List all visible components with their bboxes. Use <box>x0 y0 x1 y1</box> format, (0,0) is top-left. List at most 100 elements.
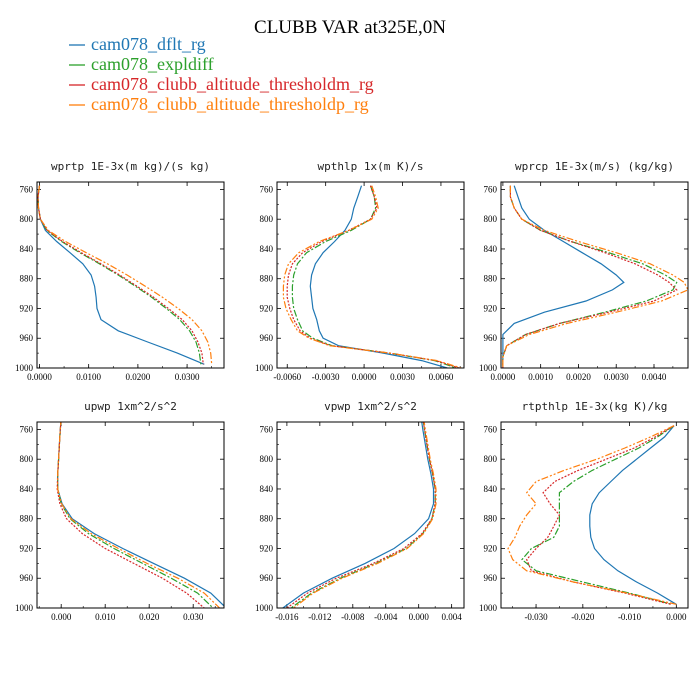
y-tick-label: 960 <box>260 573 274 583</box>
y-tick-label: 880 <box>260 514 274 524</box>
x-tick-label: -0.030 <box>524 612 548 622</box>
x-tick-label: 0.0000 <box>491 372 516 382</box>
x-tick-label: 0.0040 <box>642 372 667 382</box>
x-tick-label: 0.0000 <box>352 372 377 382</box>
y-tick-label: 960 <box>20 573 34 583</box>
series-line <box>57 422 214 608</box>
y-tick-label: 1000 <box>479 363 498 373</box>
series-line <box>309 185 448 368</box>
y-tick-label: 840 <box>260 244 274 254</box>
x-tick-label: 0.020 <box>139 612 160 622</box>
panel-title: wprcp 1E-3x(m/s) (kg/kg) <box>515 160 674 173</box>
series-line <box>521 425 675 605</box>
y-tick-label: 800 <box>260 454 274 464</box>
y-tick-label: 880 <box>20 274 34 284</box>
y-tick-label: 920 <box>484 543 498 553</box>
series-line <box>526 425 675 605</box>
series-line <box>293 422 437 608</box>
x-tick-label: 0.0030 <box>604 372 629 382</box>
y-tick-label: 800 <box>20 214 34 224</box>
series-line <box>57 422 224 607</box>
series-line <box>502 185 678 368</box>
plot-frame <box>276 181 465 369</box>
y-tick-label: 920 <box>484 303 498 313</box>
plot-frame <box>276 421 465 609</box>
x-tick-label: 0.004 <box>442 612 463 622</box>
legend: cam078_dflt_rgcam078_expldiffcam078_club… <box>69 34 374 114</box>
x-tick-label: 0.0020 <box>566 372 591 382</box>
legend-label: cam078_dflt_rg <box>91 34 206 54</box>
x-tick-label: -0.0060 <box>273 372 301 382</box>
legend-label: cam078_clubb_altitude_thresholdp_rg <box>91 94 369 114</box>
panel-title: rtpthlp 1E-3x(kg K)/kg <box>522 400 668 413</box>
y-tick-label: 920 <box>260 303 274 313</box>
y-tick-label: 1000 <box>15 603 34 613</box>
x-tick-label: 0.0300 <box>175 372 200 382</box>
x-tick-label: -0.020 <box>571 612 595 622</box>
y-tick-label: 800 <box>20 454 34 464</box>
y-tick-label: 840 <box>484 244 498 254</box>
y-tick-label: 920 <box>20 303 34 313</box>
x-tick-label: 0.000 <box>409 612 430 622</box>
y-tick-label: 880 <box>20 514 34 524</box>
y-tick-label: 760 <box>20 184 34 194</box>
chart-panel: wprcp 1E-3x(m/s) (kg/kg) 760 800 840 880 920 9… <box>479 160 689 382</box>
series-line <box>502 185 678 368</box>
y-tick-label: 1000 <box>255 603 274 613</box>
x-tick-label: -0.008 <box>341 612 365 622</box>
panel-title: vpwp 1xm^2/s^2 <box>324 400 417 413</box>
x-tick-label: -0.012 <box>308 612 331 622</box>
y-tick-label: 760 <box>20 424 34 434</box>
y-tick-label: 760 <box>484 184 498 194</box>
y-tick-label: 760 <box>260 424 274 434</box>
x-tick-label: 0.0200 <box>126 372 151 382</box>
y-tick-label: 880 <box>260 274 274 284</box>
x-tick-label: 0.0030 <box>390 372 415 382</box>
series-line <box>56 422 205 608</box>
y-tick-label: 840 <box>20 484 34 494</box>
series-line <box>286 422 436 608</box>
y-tick-label: 1000 <box>479 603 498 613</box>
y-tick-label: 960 <box>484 573 498 583</box>
y-tick-label: 760 <box>484 424 498 434</box>
panel-title: wprtp 1E-3x(m kg)/(s kg) <box>51 160 210 173</box>
panel-title: upwp 1xm^2/s^2 <box>84 400 177 413</box>
y-tick-label: 800 <box>484 454 498 464</box>
x-tick-label: 0.0010 <box>528 372 553 382</box>
figure-title: CLUBB VAR at325E,0N <box>254 17 446 38</box>
y-tick-label: 1000 <box>15 363 34 373</box>
chart-panel: upwp 1xm^2/s^2 760 800 840 880 920 960 1000 0.00… <box>15 400 225 622</box>
legend-label: cam078_clubb_altitude_thresholdm_rg <box>91 74 374 94</box>
x-tick-label: -0.0030 <box>312 372 340 382</box>
y-tick-label: 840 <box>20 244 34 254</box>
x-tick-label: -0.010 <box>618 612 642 622</box>
x-tick-label: -0.004 <box>374 612 398 622</box>
series-line <box>282 185 462 368</box>
chart-panel: rtpthlp 1E-3x(kg K)/kg 760 800 840 880 920 960… <box>479 400 689 622</box>
y-tick-label: 1000 <box>255 363 274 373</box>
y-tick-label: 960 <box>260 333 274 343</box>
y-tick-label: 800 <box>260 214 274 224</box>
x-tick-label: 0.0000 <box>27 372 52 382</box>
y-tick-label: 920 <box>20 543 34 553</box>
y-tick-label: 880 <box>484 274 498 284</box>
series-line <box>589 425 677 605</box>
y-tick-label: 760 <box>260 184 274 194</box>
y-tick-label: 960 <box>20 333 34 343</box>
series-line <box>290 422 436 608</box>
x-tick-label: 0.0100 <box>76 372 101 382</box>
series-line <box>502 185 625 368</box>
x-tick-label: 0.000 <box>51 612 72 622</box>
series-line <box>57 422 221 608</box>
chart-panel: wpthlp 1x(m K)/s7608008408809209601000-0… <box>255 160 465 382</box>
series-line <box>502 185 688 368</box>
y-tick-label: 840 <box>484 484 498 494</box>
series-line <box>37 185 202 365</box>
y-tick-label: 880 <box>484 514 498 524</box>
chart-panel: wprtp 1E-3x(m kg)/(s kg) 760 800 840 880 920 9… <box>15 160 225 382</box>
series-line <box>282 422 435 608</box>
x-tick-label: 0.0060 <box>429 372 454 382</box>
x-tick-label: 0.010 <box>95 612 116 622</box>
x-tick-label: -0.016 <box>275 612 299 622</box>
plot-frame <box>500 181 689 369</box>
